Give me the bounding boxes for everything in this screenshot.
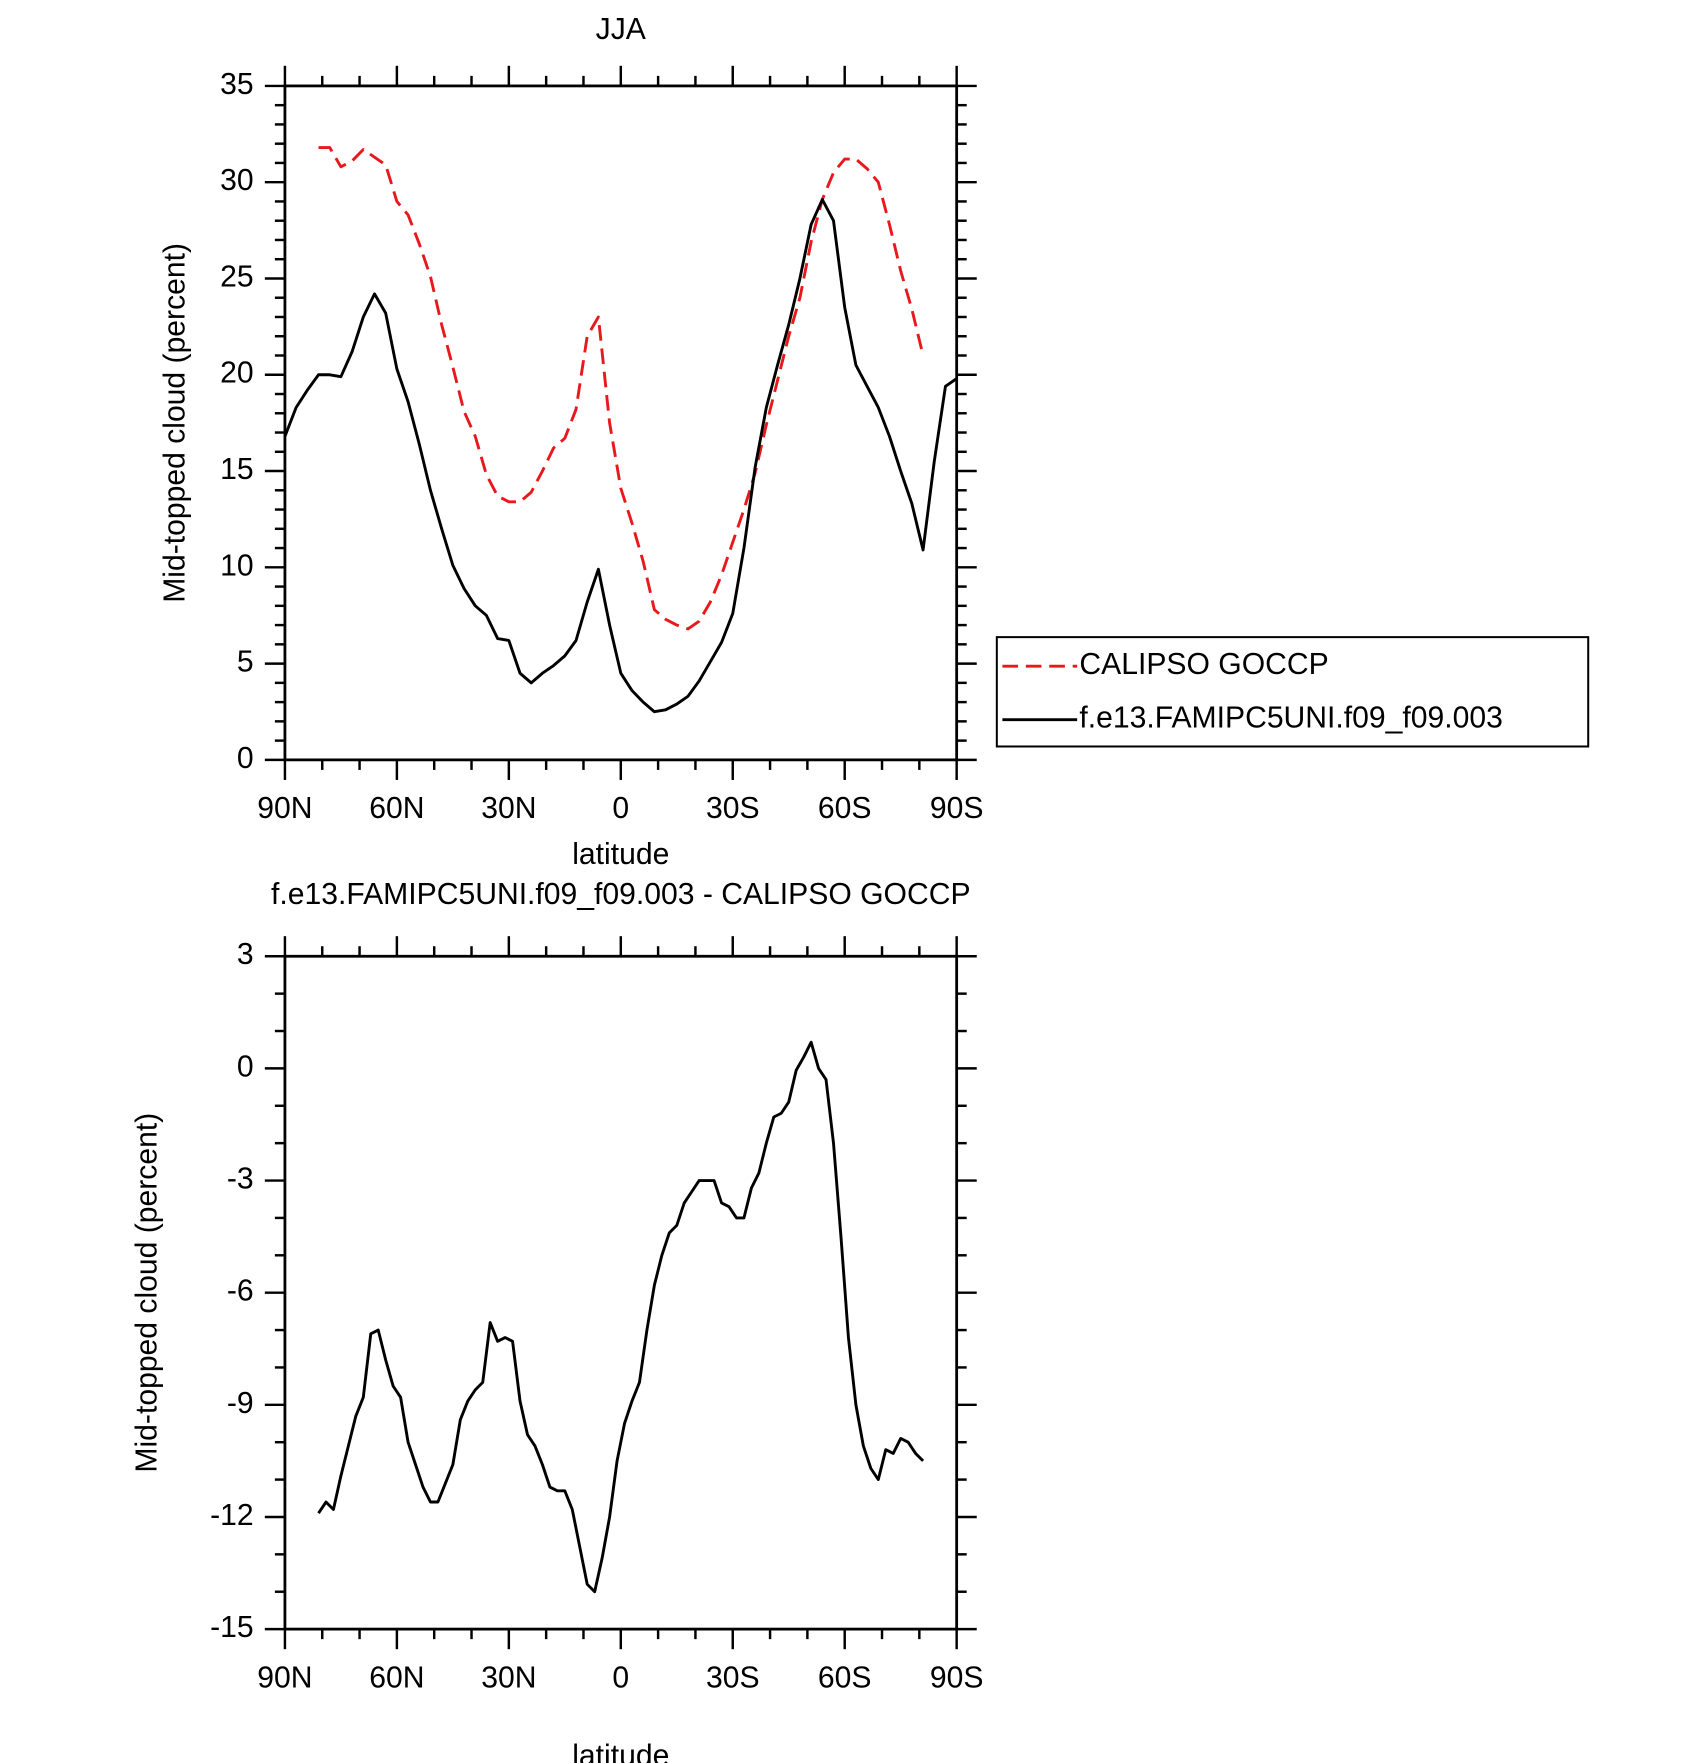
y-axis-label: Mid-topped cloud (percent) (159, 243, 192, 603)
y-tick-label: -15 (210, 1611, 254, 1644)
chart-title: f.e13.FAMIPC5UNI.f09_f09.003 - CALIPSO G… (271, 878, 971, 911)
y-tick-label: 15 (220, 453, 254, 486)
x-tick-label: 90S (930, 1661, 984, 1694)
x-tick-label: 90S (930, 792, 984, 825)
y-tick-label: 10 (220, 549, 254, 582)
y-tick-label: 35 (220, 68, 254, 101)
data-line (283, 198, 958, 714)
x-tick-label: 60N (369, 1661, 424, 1694)
x-tick-label: 60N (369, 792, 424, 825)
x-axis-label: latitude (572, 1739, 669, 1763)
legend-box (995, 636, 1590, 748)
y-tick-label: -12 (210, 1499, 254, 1532)
y-tick-label: -9 (227, 1387, 254, 1420)
legend-label: CALIPSO GOCCP (1079, 648, 1328, 681)
x-tick-label: 30N (481, 792, 536, 825)
y-tick-label: 30 (220, 164, 254, 197)
y-tick-label: 3 (237, 938, 254, 971)
x-tick-label: 30S (706, 792, 760, 825)
y-tick-label: 5 (237, 646, 254, 679)
legend: CALIPSO GOCCP f.e13.FAMIPC5UNI.f09_f09.00… (995, 636, 1590, 748)
x-axis-label: latitude (572, 838, 669, 871)
x-tick-label: 90N (257, 792, 312, 825)
x-tick-label: 90N (257, 1661, 312, 1694)
chart-title: JJA (596, 13, 647, 46)
x-tick-label: 30S (706, 1661, 760, 1694)
y-axis-label: Mid-topped cloud (percent) (131, 1113, 164, 1473)
y-tick-label: 0 (237, 1050, 254, 1083)
y-tick-label: 0 (237, 742, 254, 775)
plot-frame (283, 954, 959, 1631)
x-tick-label: 60S (818, 1661, 872, 1694)
y-tick-label: -6 (227, 1275, 254, 1308)
y-tick-label: 25 (220, 260, 254, 293)
plot-frame (283, 84, 959, 762)
x-tick-label: 30N (481, 1661, 536, 1694)
y-tick-label: -3 (227, 1162, 254, 1195)
y-tick-label: 20 (220, 357, 254, 390)
x-tick-label: 0 (612, 1661, 629, 1694)
legend-label: f.e13.FAMIPC5UNI.f09_f09.003 (1079, 702, 1502, 735)
x-tick-label: 60S (818, 792, 872, 825)
data-line (317, 1040, 925, 1594)
x-tick-label: 0 (612, 792, 629, 825)
